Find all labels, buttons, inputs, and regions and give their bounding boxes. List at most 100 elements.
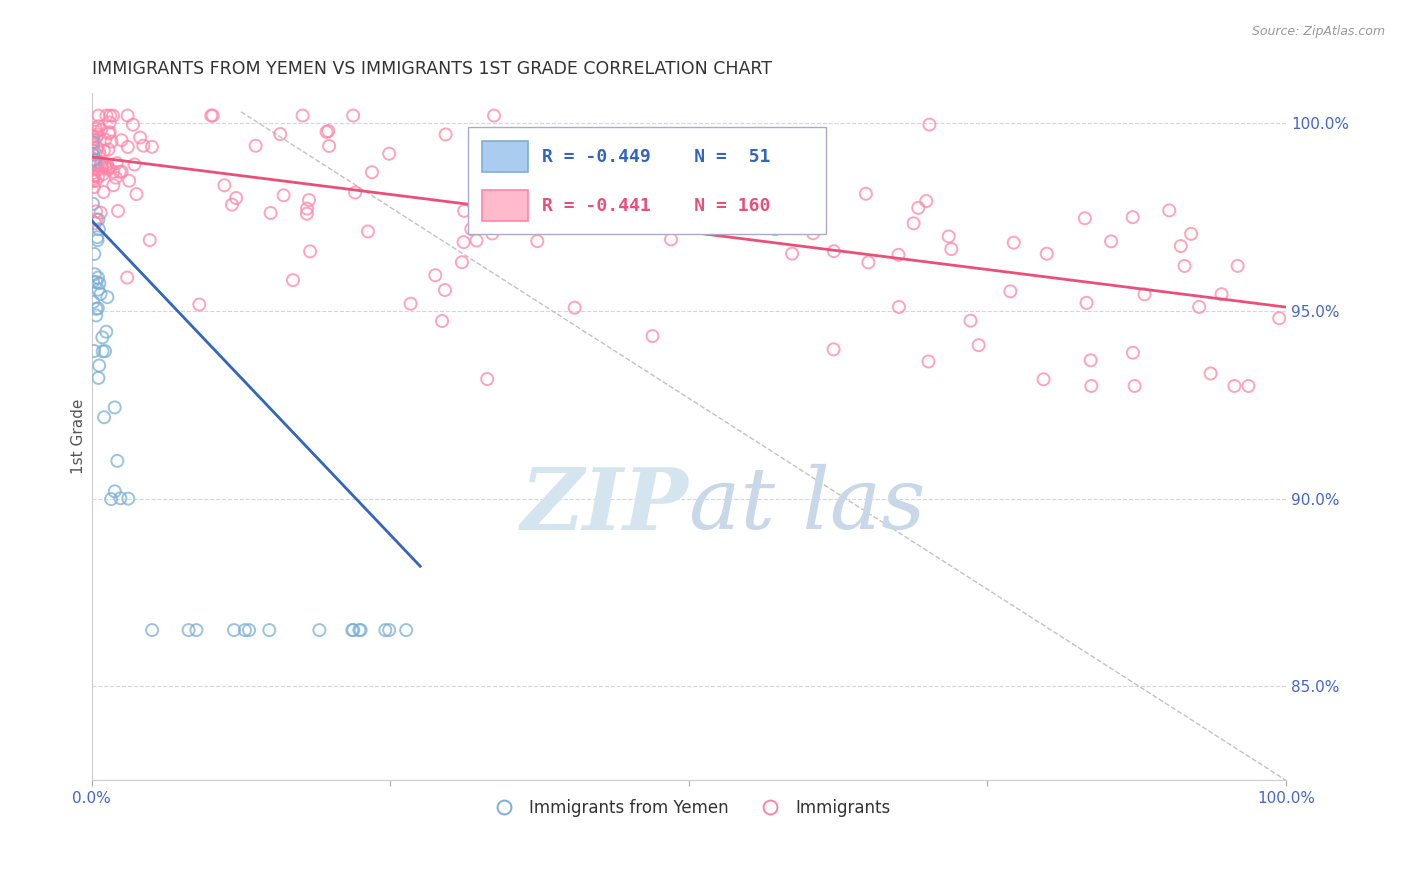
Point — [84, 309, 107, 323]
Point — [82, 135, 104, 149]
Point — [83, 169, 105, 183]
Point — [87, 119, 110, 133]
Point — [259, 206, 281, 220]
Point — [918, 118, 941, 132]
Point — [118, 174, 141, 188]
Point — [86, 212, 108, 227]
Point — [350, 623, 373, 637]
Point — [222, 623, 245, 637]
Text: ZIP: ZIP — [522, 464, 689, 547]
Text: R = -0.441    N = 160: R = -0.441 N = 160 — [541, 196, 770, 215]
Point — [97, 143, 120, 157]
Point — [763, 222, 786, 236]
Point — [105, 454, 128, 468]
Point — [138, 233, 160, 247]
Point — [84, 155, 107, 169]
Point — [496, 204, 519, 219]
Point — [269, 127, 291, 141]
Point — [641, 329, 664, 343]
Point — [887, 248, 910, 262]
Point — [259, 623, 281, 637]
Point — [84, 301, 107, 316]
Point — [475, 372, 498, 386]
Text: Source: ZipAtlas.com: Source: ZipAtlas.com — [1251, 25, 1385, 38]
Point — [141, 623, 163, 637]
Point — [238, 623, 260, 637]
FancyBboxPatch shape — [482, 141, 527, 172]
Point — [938, 229, 960, 244]
Point — [97, 127, 120, 141]
Point — [342, 109, 364, 123]
Point — [315, 125, 337, 139]
Point — [129, 130, 152, 145]
Point — [89, 359, 111, 373]
Text: R = -0.449    N =  51: R = -0.449 N = 51 — [541, 148, 770, 166]
Point — [666, 145, 689, 160]
Point — [90, 122, 112, 136]
Point — [98, 115, 121, 129]
Point — [378, 623, 401, 637]
Point — [117, 491, 139, 506]
Point — [110, 133, 132, 147]
Point — [967, 338, 990, 352]
Point — [87, 222, 110, 236]
FancyBboxPatch shape — [468, 128, 827, 234]
Point — [425, 268, 447, 283]
Point — [89, 145, 111, 160]
Point — [124, 157, 146, 171]
Point — [94, 161, 117, 175]
Point — [1188, 300, 1211, 314]
Point — [83, 144, 105, 158]
Y-axis label: 1st Grade: 1st Grade — [72, 399, 86, 475]
Point — [108, 165, 131, 179]
Point — [86, 230, 108, 244]
Point — [83, 343, 105, 358]
Point — [93, 144, 115, 158]
Point — [82, 133, 104, 147]
Point — [273, 188, 295, 202]
Point — [87, 270, 110, 285]
Point — [90, 157, 112, 171]
Point — [100, 492, 122, 507]
Point — [90, 287, 112, 301]
Point — [295, 207, 318, 221]
Point — [281, 273, 304, 287]
Point — [86, 128, 108, 142]
Point — [1226, 259, 1249, 273]
Point — [177, 623, 200, 637]
Point — [86, 129, 108, 144]
Point — [374, 623, 396, 637]
Point — [122, 118, 145, 132]
Point — [342, 623, 364, 637]
Point — [86, 275, 108, 289]
Point — [1173, 259, 1195, 273]
Point — [82, 148, 104, 162]
Point — [1122, 210, 1144, 224]
Point — [959, 313, 981, 327]
Point — [342, 623, 364, 637]
Point — [1076, 296, 1098, 310]
Point — [104, 170, 127, 185]
Point — [318, 139, 340, 153]
Point — [82, 295, 104, 310]
Point — [823, 343, 845, 357]
Point — [117, 140, 139, 154]
Point — [84, 157, 107, 171]
Point — [1080, 379, 1102, 393]
Point — [93, 410, 115, 425]
Point — [433, 283, 456, 297]
Point — [1080, 353, 1102, 368]
Point — [1223, 379, 1246, 393]
Point — [1199, 367, 1222, 381]
Point — [186, 623, 208, 637]
Point — [855, 186, 877, 201]
Point — [1237, 379, 1260, 393]
Point — [84, 125, 107, 139]
Point — [98, 109, 121, 123]
Point — [357, 224, 380, 238]
Point — [214, 178, 236, 193]
Point — [82, 136, 104, 151]
Point — [453, 203, 475, 218]
Point — [82, 169, 104, 184]
Point — [200, 109, 222, 123]
